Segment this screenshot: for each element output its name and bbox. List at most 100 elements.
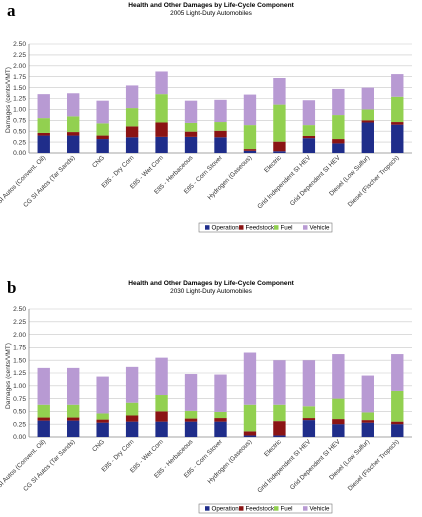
y-tick-label: 2.00 xyxy=(13,332,26,339)
bar-segment-fuel xyxy=(273,404,286,422)
bar-segment-fuel xyxy=(391,390,404,422)
bar-segment-feedstock xyxy=(273,141,286,152)
legend: Operation Feedstock Fuel Vehicle xyxy=(198,222,333,233)
bar-segment-fuel xyxy=(243,404,257,432)
y-tick-label: 2.50 xyxy=(13,41,26,48)
bar-segment-fuel xyxy=(67,404,80,418)
bar-segment-feedstock xyxy=(361,120,374,123)
bar-segment-operation xyxy=(37,420,50,437)
bar-segment-feedstock xyxy=(67,132,80,136)
legend-label: Operation xyxy=(212,506,240,513)
chart-subtitle: 2005 Light-Duty Automobiles xyxy=(170,10,252,17)
plot-area: 0.00 0.25 0.50 0.75 1.00 1.25 1.50 1.75 2.00 2.25… xyxy=(0,41,412,213)
bar-segment-fuel xyxy=(96,123,109,136)
bar-segment-fuel xyxy=(332,115,345,140)
bar-segment-operation xyxy=(361,122,374,153)
bar-segment-vehicle xyxy=(96,376,109,414)
bar-segment-vehicle xyxy=(37,367,50,405)
legend-swatch-feedstock xyxy=(239,225,244,230)
bar-segment-operation xyxy=(184,421,198,437)
x-tick-label: Diesel (Fischer Tropsch) xyxy=(347,438,401,492)
bar-segment-operation xyxy=(243,435,257,437)
chart-b: b Health and Other Damages by Life-Cycle… xyxy=(0,278,412,514)
x-tick-label: Grid Dependent SI HEV xyxy=(289,154,342,207)
bar-segment-operation xyxy=(96,139,109,153)
legend-label: Vehicle xyxy=(310,506,331,513)
chart-title: Health and Other Damages by Life-Cycle C… xyxy=(128,280,294,287)
bar-segment-feedstock xyxy=(273,421,286,436)
bar-segment-feedstock xyxy=(243,431,257,436)
bar-segment-feedstock xyxy=(37,417,50,421)
bar-segment-feedstock xyxy=(125,126,139,138)
panel-letter: a xyxy=(7,1,16,20)
bar-segment-operation xyxy=(302,420,316,437)
x-tick-label: Grid Dependent SI HEV xyxy=(289,438,342,491)
bar-segment-feedstock xyxy=(67,417,80,421)
chart-title: Health and Other Damages by Life-Cycle C… xyxy=(128,2,294,9)
bar-segment-vehicle xyxy=(214,99,227,123)
bar-segment-vehicle xyxy=(155,357,168,396)
bar-segment-vehicle xyxy=(184,100,198,123)
bar-segment-feedstock xyxy=(361,420,374,423)
y-tick-label: 0.25 xyxy=(13,139,26,146)
bar-segment-vehicle xyxy=(273,78,286,105)
bar-segment-operation xyxy=(184,136,198,153)
legend-swatch-operation xyxy=(205,506,210,511)
legend-label: Feedstock xyxy=(246,506,275,513)
bar-segment-fuel xyxy=(96,413,109,420)
bar-segment-fuel xyxy=(361,412,374,421)
bar-segment-fuel xyxy=(125,402,139,416)
bar-segment-feedstock xyxy=(96,135,109,140)
x-tick-label: Electric xyxy=(263,154,283,174)
y-tick-label: 1.50 xyxy=(13,85,26,92)
x-tick-label: CG SI Autos (Tar Sands) xyxy=(22,154,76,208)
bar-segment-vehicle xyxy=(96,100,109,124)
x-tick-label: CNG xyxy=(91,438,106,453)
legend-swatch-vehicle xyxy=(303,225,308,230)
bar-segment-operation xyxy=(37,135,50,153)
legend-swatch-fuel xyxy=(274,225,279,230)
bar-segment-feedstock xyxy=(391,122,404,125)
legend-label: Vehicle xyxy=(310,225,331,232)
bar-segment-fuel xyxy=(125,108,139,127)
bar-segment-fuel xyxy=(37,118,50,133)
bar-segment-vehicle xyxy=(155,71,168,95)
x-tick-label: Electric xyxy=(263,438,283,458)
bar-segment-vehicle xyxy=(332,354,345,399)
x-tick-label: Grid Independent SI HEV xyxy=(256,154,312,210)
chart-a: a Health and Other Damages by Life-Cycle… xyxy=(0,1,412,233)
bar-segment-fuel xyxy=(184,122,198,132)
legend-label: Fuel xyxy=(281,506,293,513)
bar-segment-feedstock xyxy=(214,130,227,138)
bar-segment-fuel xyxy=(302,125,316,136)
legend-swatch-vehicle xyxy=(303,506,308,511)
bar-segment-vehicle xyxy=(243,94,257,126)
chart-panel-a: a Health and Other Damages by Life-Cycle… xyxy=(0,0,422,258)
bar-segment-operation xyxy=(214,137,227,153)
bar-segment-vehicle xyxy=(125,366,139,403)
bar-segment-fuel xyxy=(37,404,50,418)
bar-segment-fuel xyxy=(391,96,404,123)
legend-box xyxy=(198,222,333,233)
bar-segment-feedstock xyxy=(243,149,257,151)
bar-segment-vehicle xyxy=(391,74,404,97)
bar-segment-fuel xyxy=(214,122,227,131)
bar-segment-vehicle xyxy=(214,374,227,412)
bar-segment-feedstock xyxy=(37,132,50,136)
bar-segment-fuel xyxy=(214,411,227,419)
bar-segment-operation xyxy=(243,150,257,153)
bar-segment-operation xyxy=(67,420,80,437)
bar-segment-feedstock xyxy=(155,411,168,422)
bar-segment-vehicle xyxy=(37,94,50,119)
legend-swatch-operation xyxy=(205,225,210,230)
bar-segment-vehicle xyxy=(302,100,316,126)
bar-segment-operation xyxy=(391,424,404,437)
y-tick-label: 1.25 xyxy=(13,96,26,103)
bar-segment-fuel xyxy=(155,395,168,412)
bar-segment-vehicle xyxy=(361,375,374,413)
bar-segment-operation xyxy=(155,136,168,153)
bar-segment-feedstock xyxy=(125,415,139,422)
bar-segment-fuel xyxy=(243,125,257,150)
legend-swatch-feedstock xyxy=(239,506,244,511)
bar-segment-feedstock xyxy=(96,419,109,423)
